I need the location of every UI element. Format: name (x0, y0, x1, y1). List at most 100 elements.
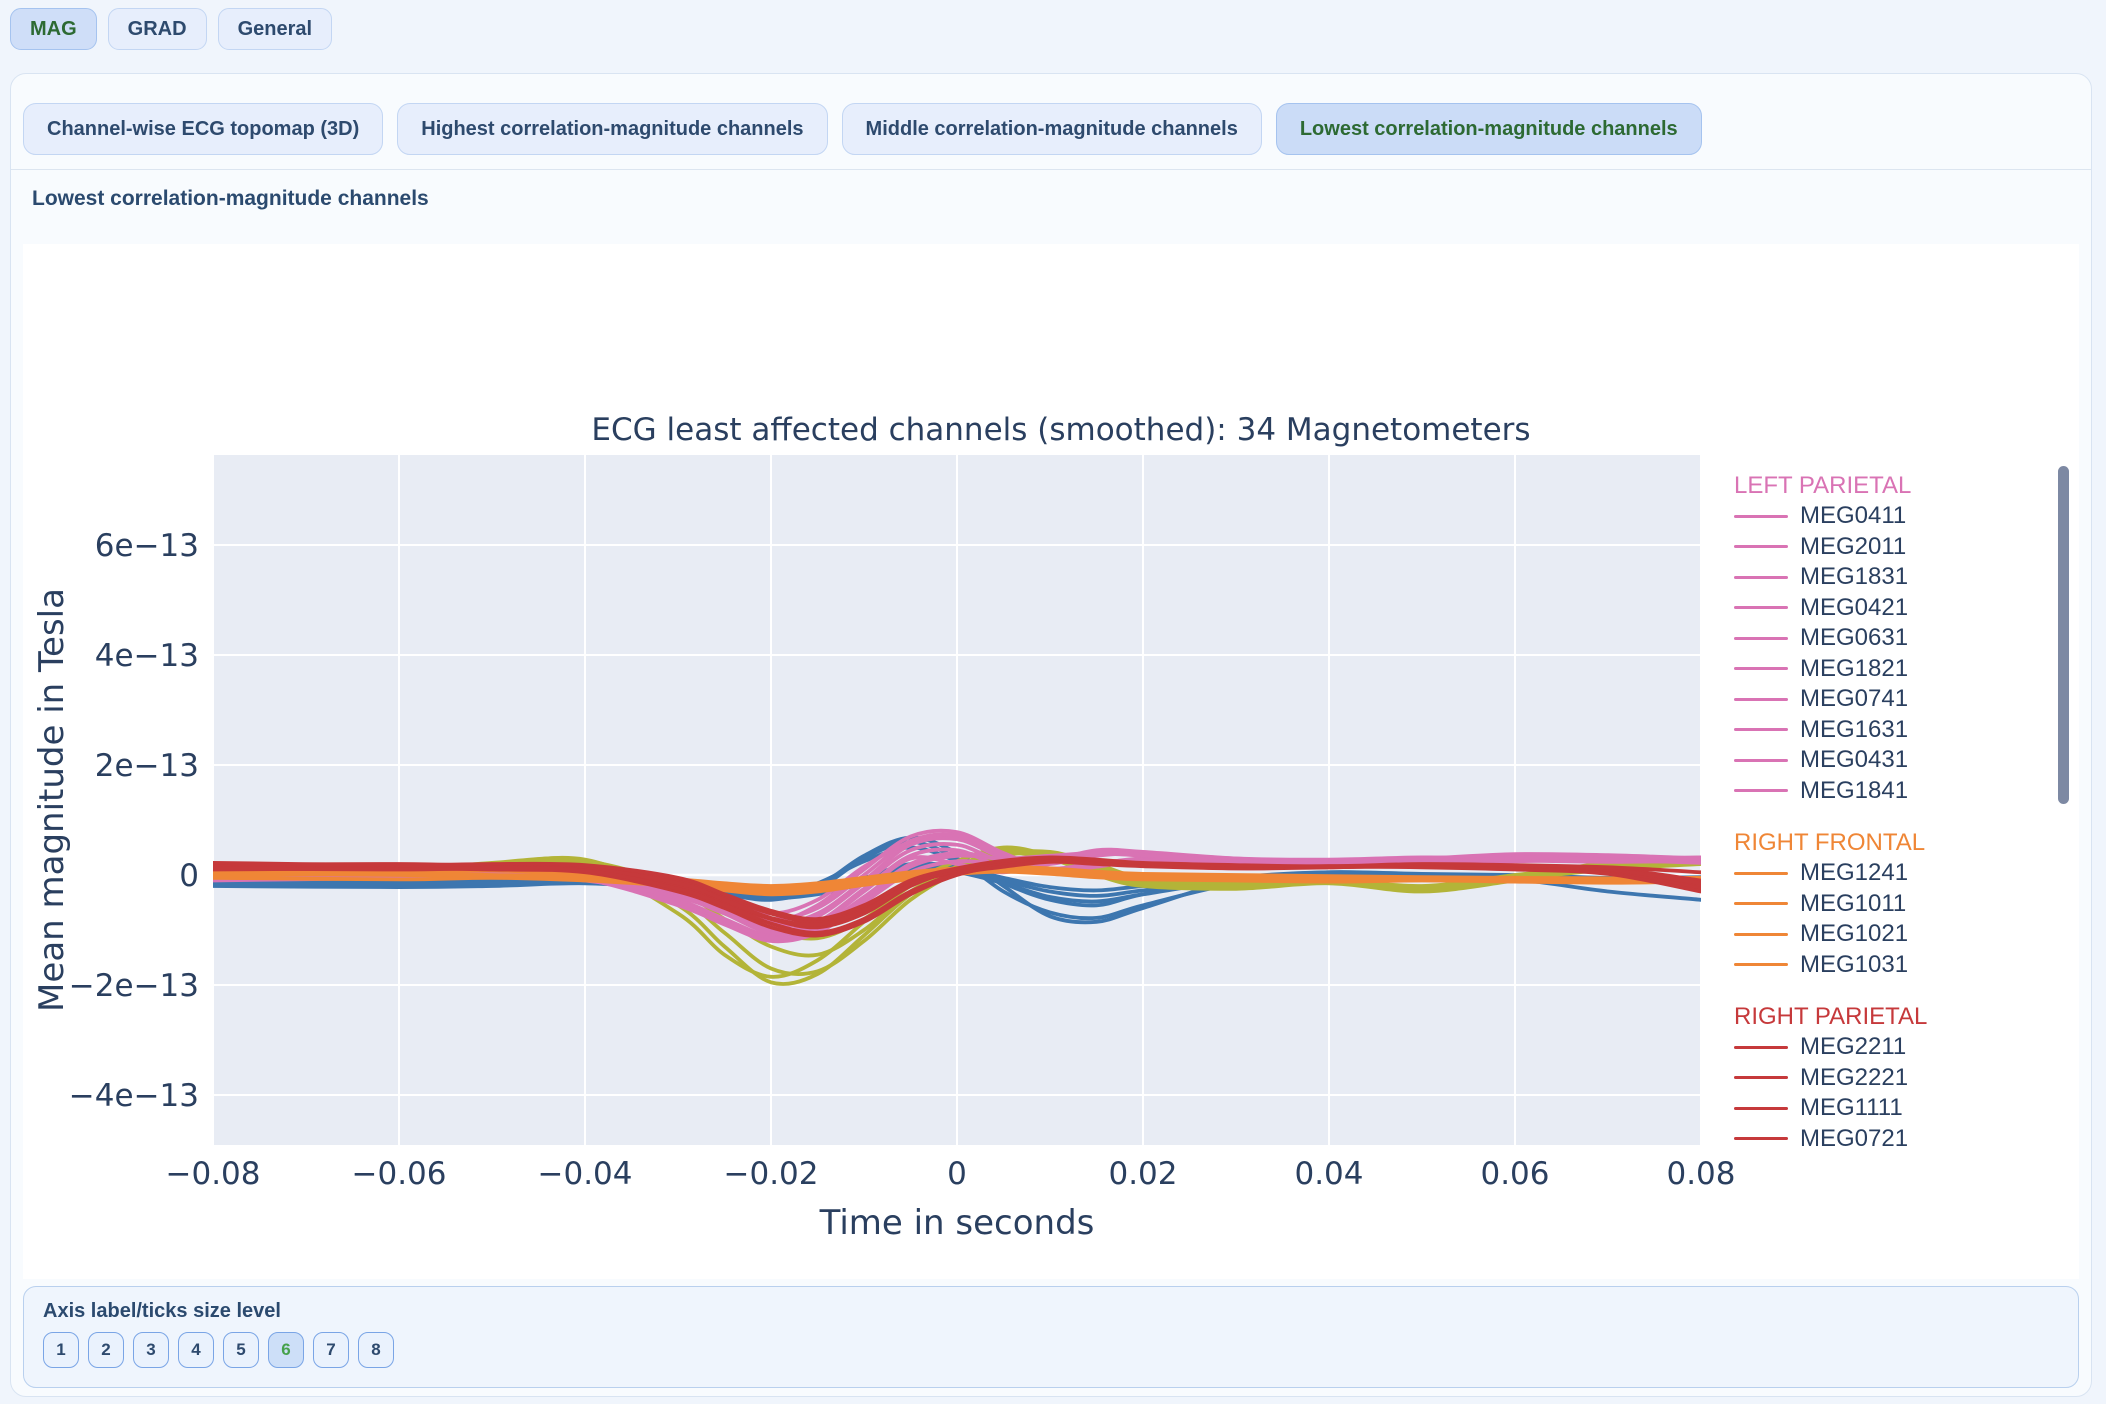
legend-line-swatch (1734, 575, 1788, 579)
legend-group-right-parietal: RIGHT PARIETAL MEG2211 MEG2221 MEG1111 MEG07… (1734, 1002, 2044, 1154)
legend-line-swatch (1734, 758, 1788, 762)
line-chart: ECG least affected channels (smoothed): … (32, 412, 1736, 1243)
size-level-button-5[interactable]: 5 (223, 1332, 259, 1368)
legend-item-label: MEG0741 (1800, 685, 1909, 713)
legend-item-meg1841[interactable]: MEG1841 (1734, 776, 2044, 807)
legend-item-meg2221[interactable]: MEG2221 (1734, 1063, 2044, 1094)
top-tab-bar: MAG GRAD General (10, 8, 333, 50)
legend-item-meg0421[interactable]: MEG0421 (1734, 593, 2044, 624)
legend-item-meg1241[interactable]: MEG1241 (1734, 858, 2044, 889)
main-card: Channel-wise ECG topomap (3D) Highest cor… (10, 73, 2092, 1397)
legend-item-meg1021[interactable]: MEG1021 (1734, 919, 2044, 950)
y-tick-label: 0 (179, 858, 199, 894)
x-tick-label: 0.08 (1666, 1156, 1735, 1192)
tab-bar-divider (11, 169, 2091, 170)
legend-group-title[interactable]: LEFT PARIETAL (1734, 472, 1912, 499)
legend-line-swatch (1734, 789, 1788, 793)
legend-item-label: MEG0721 (1800, 1124, 1909, 1152)
legend-line-swatch (1734, 902, 1788, 906)
x-tick-label: −0.08 (166, 1156, 261, 1192)
legend-line-swatch (1734, 606, 1788, 610)
size-level-button-1[interactable]: 1 (43, 1332, 79, 1368)
legend-item-label: MEG0631 (1800, 624, 1909, 652)
legend-item-label: MEG0431 (1800, 746, 1909, 774)
legend-item-label: MEG1821 (1800, 654, 1909, 682)
legend-item-meg1631[interactable]: MEG1631 (1734, 715, 2044, 746)
legend-item-meg0741[interactable]: MEG0741 (1734, 684, 2044, 715)
legend-item-label: MEG0411 (1800, 502, 1907, 530)
legend-item-meg0631[interactable]: MEG0631 (1734, 623, 2044, 654)
legend-item-meg1831[interactable]: MEG1831 (1734, 562, 2044, 593)
y-tick-label: 6e−13 (95, 528, 199, 564)
tab-mag[interactable]: MAG (10, 8, 97, 50)
legend-group-title[interactable]: RIGHT PARIETAL (1734, 1003, 1928, 1030)
legend-group-right-frontal: RIGHT FRONTAL MEG1241 MEG1011 MEG1021 MEG103… (1734, 828, 2044, 980)
legend-item-meg1031[interactable]: MEG1031 (1734, 950, 2044, 981)
legend-line-swatch (1734, 728, 1788, 732)
legend-line-swatch (1734, 932, 1788, 936)
legend-item-meg0721[interactable]: MEG0721 (1734, 1124, 2044, 1155)
legend-group-title[interactable]: RIGHT FRONTAL (1734, 829, 1926, 856)
size-level-button-2[interactable]: 2 (88, 1332, 124, 1368)
x-axis-title: Time in seconds (819, 1203, 1095, 1243)
legend-item-label: MEG1011 (1800, 889, 1907, 917)
axis-size-label: Axis label/ticks size level (43, 1300, 281, 1322)
legend-item-meg1011[interactable]: MEG1011 (1734, 889, 2044, 920)
tab-channel-wise-ecg-topomap-3d[interactable]: Channel-wise ECG topomap (3D) (23, 103, 384, 155)
legend-item-label: MEG1631 (1800, 715, 1909, 743)
legend-item-meg0431[interactable]: MEG0431 (1734, 745, 2044, 776)
legend-item-label: MEG1841 (1800, 776, 1909, 804)
legend-item-label: MEG1831 (1800, 563, 1909, 591)
y-tick-label: −4e−13 (69, 1078, 199, 1114)
legend-item-label: MEG1241 (1800, 859, 1909, 887)
x-tick-label: −0.06 (352, 1156, 447, 1192)
legend-line-swatch (1734, 636, 1788, 640)
tab-lowest-correlation-magnitude-channels[interactable]: Lowest correlation-magnitude channels (1275, 103, 1702, 155)
x-tick-label: −0.02 (724, 1156, 819, 1192)
tab-general[interactable]: General (217, 8, 333, 50)
legend-item-label: MEG1021 (1800, 920, 1909, 948)
legend-line-swatch (1734, 545, 1788, 549)
legend-item-meg1111[interactable]: MEG1111 (1734, 1093, 2044, 1124)
size-level-button-4[interactable]: 4 (178, 1332, 214, 1368)
legend-line-swatch (1734, 697, 1788, 701)
size-level-button-7[interactable]: 7 (313, 1332, 349, 1368)
legend-group-left-parietal: LEFT PARIETAL MEG0411 MEG2011 MEG1831 MEG042… (1734, 471, 2044, 806)
y-tick-label: 2e−13 (95, 748, 199, 784)
x-tick-label: 0 (947, 1156, 967, 1192)
size-level-button-6[interactable]: 6 (268, 1332, 304, 1368)
x-tick-label: 0.06 (1480, 1156, 1549, 1192)
x-tick-label: −0.04 (538, 1156, 633, 1192)
legend-line-swatch (1734, 514, 1788, 518)
chart-title: ECG least affected channels (smoothed): … (591, 412, 1530, 448)
tab-grad[interactable]: GRAD (107, 8, 207, 50)
legend-item-meg1821[interactable]: MEG1821 (1734, 654, 2044, 685)
y-tick-label: −2e−13 (69, 968, 199, 1004)
chart-panel: ECG least affected channels (smoothed): … (23, 244, 2079, 1279)
legend-line-swatch (1734, 871, 1788, 875)
legend-item-meg2211[interactable]: MEG2211 (1734, 1032, 2044, 1063)
size-level-button-3[interactable]: 3 (133, 1332, 169, 1368)
chart-legend: LEFT PARIETAL MEG0411 MEG2011 MEG1831 MEG042… (1734, 471, 2044, 1154)
legend-scrollbar-thumb[interactable] (2058, 466, 2069, 804)
size-level-button-8[interactable]: 8 (358, 1332, 394, 1368)
series-line-unlabeled-29[interactable] (213, 859, 1701, 935)
legend-item-meg2011[interactable]: MEG2011 (1734, 532, 2044, 563)
tab-highest-correlation-magnitude-channels[interactable]: Highest correlation-magnitude channels (397, 103, 828, 155)
legend-line-swatch (1734, 667, 1788, 671)
legend-line-swatch (1734, 1106, 1788, 1110)
legend-line-swatch (1734, 1137, 1788, 1141)
legend-item-label: MEG2211 (1800, 1033, 1907, 1061)
x-tick-label: 0.04 (1294, 1156, 1363, 1192)
legend-item-meg0411[interactable]: MEG0411 (1734, 501, 2044, 532)
legend-item-label: MEG1111 (1800, 1094, 1903, 1122)
x-tick-label: 0.02 (1108, 1156, 1177, 1192)
analysis-tab-bar: Channel-wise ECG topomap (3D) Highest cor… (23, 103, 1702, 155)
series-line-unlabeled-30[interactable] (213, 855, 1701, 921)
y-axis-title: Mean magnitude in Tesla (32, 588, 72, 1012)
legend-line-swatch (1734, 1076, 1788, 1080)
tab-middle-correlation-magnitude-channels[interactable]: Middle correlation-magnitude channels (841, 103, 1262, 155)
